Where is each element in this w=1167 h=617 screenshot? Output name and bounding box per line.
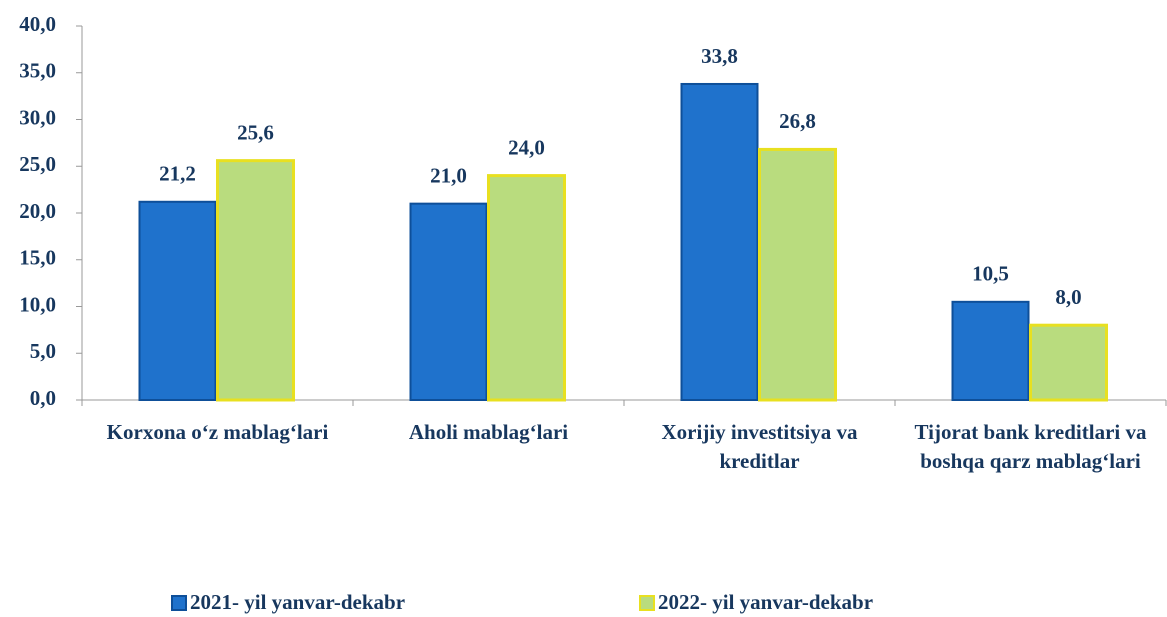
y-tick-label: 5,0	[30, 339, 56, 363]
bar	[951, 300, 1030, 402]
data-label: 8,0	[1055, 285, 1081, 309]
y-tick-label: 25,0	[19, 152, 56, 176]
x-tick-label: Xorijiy investitsiya va kreditlar	[661, 420, 858, 473]
y-tick-label: 15,0	[19, 246, 56, 270]
bar	[216, 159, 295, 402]
y-tick-label: 40,0	[19, 12, 56, 36]
y-tick-label: 30,0	[19, 105, 56, 129]
legend-label: 2021- yil yanvar-dekabr	[190, 590, 405, 614]
bar	[409, 202, 488, 401]
data-label: 33,8	[701, 44, 738, 68]
y-tick-label: 0,0	[30, 386, 56, 410]
legend-swatch	[639, 595, 655, 611]
x-tick-label: Aholi mablag‘lari	[408, 420, 569, 444]
data-label: 10,5	[972, 262, 1009, 286]
y-tick-label: 10,0	[19, 292, 56, 316]
data-label: 24,0	[508, 135, 545, 159]
legend-label: 2022- yil yanvar-dekabr	[658, 590, 873, 614]
bar	[758, 147, 837, 402]
y-tick-label: 20,0	[19, 199, 56, 223]
x-tick-label: Korxona o‘z mablag‘lari	[106, 420, 329, 444]
legend-swatch	[171, 595, 187, 611]
bar	[138, 200, 217, 401]
bar	[680, 82, 759, 401]
bar	[1029, 323, 1108, 402]
data-label: 25,6	[237, 120, 274, 144]
y-tick-label: 35,0	[19, 59, 56, 83]
data-label: 26,8	[779, 109, 816, 133]
data-label: 21,2	[159, 162, 196, 186]
data-label: 21,0	[430, 163, 467, 187]
bar	[487, 174, 566, 402]
x-tick-label: Tijorat bank kreditlari va boshqa qarz m…	[914, 420, 1147, 473]
